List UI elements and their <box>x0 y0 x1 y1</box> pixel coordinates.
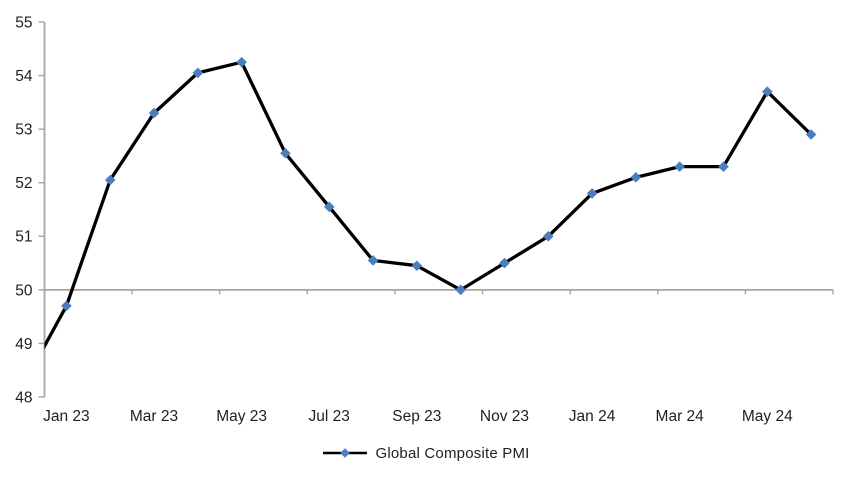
data-point-marker <box>542 230 554 242</box>
data-point-marker <box>805 129 817 140</box>
x-tick-label: May 23 <box>216 408 267 425</box>
series-line <box>44 60 813 350</box>
legend-label: Global Composite PMI <box>375 444 530 462</box>
data-point-marker <box>499 257 510 269</box>
data-point-marker <box>61 300 72 312</box>
legend-line-marker-icon <box>323 448 368 458</box>
data-point-marker <box>586 188 598 199</box>
data-point-marker <box>367 255 379 266</box>
data-point-marker <box>148 107 160 119</box>
y-tick-label: 55 <box>15 14 32 31</box>
x-tick-label: Nov 23 <box>480 408 529 425</box>
data-point-marker <box>674 161 685 172</box>
data-point-marker <box>455 284 466 296</box>
x-tick-label: Mar 24 <box>656 408 705 425</box>
data-point-marker <box>630 172 642 183</box>
data-point-marker <box>280 147 291 159</box>
x-tick-label: Mar 23 <box>130 408 178 425</box>
data-point-marker <box>718 161 729 172</box>
pmi-line-chart: 55 54 53 52 51 50 49 48 Jan 23 Mar 23 May 23 Jul 23… <box>15 14 834 425</box>
y-tick-label: 48 <box>15 389 32 406</box>
x-tick-label: Sep 23 <box>392 408 441 425</box>
x-tick-label: May 24 <box>742 408 793 425</box>
x-tick-label: Jan 23 <box>43 408 90 425</box>
x-tick-label: Jul 23 <box>309 408 350 425</box>
y-tick-label: 50 <box>15 282 33 299</box>
data-point-marker <box>192 67 204 79</box>
x-tick-label: Jan 24 <box>569 408 616 425</box>
data-point-marker <box>411 260 423 272</box>
y-tick-label: 49 <box>15 336 32 353</box>
y-tick-label: 52 <box>15 175 32 192</box>
y-tick-label: 51 <box>15 229 32 246</box>
y-tick-label: 54 <box>15 68 33 85</box>
legend: Global Composite PMI <box>0 442 852 464</box>
data-point-marker <box>761 86 773 97</box>
data-point-marker <box>104 174 116 186</box>
data-point-marker <box>236 56 247 68</box>
y-tick-label: 53 <box>15 122 32 139</box>
data-point-marker <box>323 201 335 213</box>
